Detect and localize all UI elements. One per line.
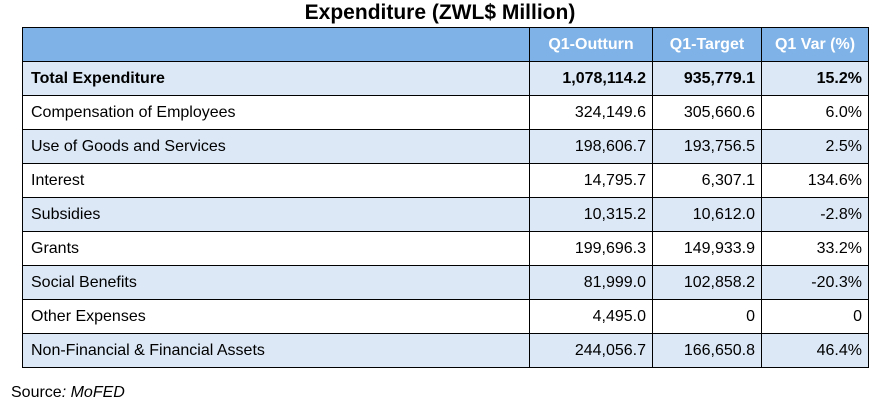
- row-var: 33.2%: [761, 231, 869, 266]
- table-row: Social Benefits 81,999.0 102,858.2 -20.3…: [22, 265, 869, 300]
- row-target: 149,933.9: [652, 231, 762, 266]
- row-label: Use of Goods and Services: [22, 129, 530, 164]
- row-outturn: 1,078,114.2: [529, 61, 653, 96]
- table-row: Interest 14,795.7 6,307.1 134.6%: [22, 163, 869, 198]
- header-q1-var: Q1 Var (%): [761, 27, 869, 62]
- row-label: Non-Financial & Financial Assets: [22, 333, 530, 368]
- row-var: 46.4%: [761, 333, 869, 368]
- row-label: Interest: [22, 163, 530, 198]
- row-var: 6.0%: [761, 95, 869, 130]
- row-var: 134.6%: [761, 163, 869, 198]
- row-label: Social Benefits: [22, 265, 530, 300]
- row-var: 0: [761, 299, 869, 334]
- row-target: 305,660.6: [652, 95, 762, 130]
- row-outturn: 14,795.7: [529, 163, 653, 198]
- table-row: Grants 199,696.3 149,933.9 33.2%: [22, 231, 869, 266]
- row-outturn: 198,606.7: [529, 129, 653, 164]
- header-label-col: [22, 27, 530, 62]
- row-target: 935,779.1: [652, 61, 762, 96]
- row-outturn: 4,495.0: [529, 299, 653, 334]
- table-row: Subsidies 10,315.2 10,612.0 -2.8%: [22, 197, 869, 232]
- source-separator: :: [61, 384, 71, 401]
- row-target: 6,307.1: [652, 163, 762, 198]
- table-row: Other Expenses 4,495.0 0 0: [22, 299, 869, 334]
- row-outturn: 10,315.2: [529, 197, 653, 232]
- row-var: 15.2%: [761, 61, 869, 96]
- source-prefix: Source: [11, 384, 62, 401]
- table-row: Compensation of Employees 324,149.6 305,…: [22, 95, 869, 130]
- source-name: MoFED: [70, 384, 125, 401]
- row-outturn: 244,056.7: [529, 333, 653, 368]
- row-outturn: 81,999.0: [529, 265, 653, 300]
- row-target: 166,650.8: [652, 333, 762, 368]
- row-outturn: 199,696.3: [529, 231, 653, 266]
- row-label: Subsidies: [22, 197, 530, 232]
- row-var: -2.8%: [761, 197, 869, 232]
- table-row-total-expenditure: Total Expenditure 1,078,114.2 935,779.1 …: [22, 61, 869, 96]
- header-q1-target: Q1-Target: [652, 27, 762, 62]
- row-var: -20.3%: [761, 265, 869, 300]
- source-note: Source: MoFED: [11, 383, 125, 403]
- row-target: 193,756.5: [652, 129, 762, 164]
- row-var: 2.5%: [761, 129, 869, 164]
- expenditure-table: Q1-Outturn Q1-Target Q1 Var (%) Total Ex…: [22, 27, 869, 368]
- row-outturn: 324,149.6: [529, 95, 653, 130]
- row-target: 0: [652, 299, 762, 334]
- row-label: Compensation of Employees: [22, 95, 530, 130]
- table-header-row: Q1-Outturn Q1-Target Q1 Var (%): [22, 27, 869, 62]
- header-q1-outturn: Q1-Outturn: [529, 27, 653, 62]
- row-target: 102,858.2: [652, 265, 762, 300]
- row-label: Total Expenditure: [22, 61, 530, 96]
- table-row: Use of Goods and Services 198,606.7 193,…: [22, 129, 869, 164]
- row-target: 10,612.0: [652, 197, 762, 232]
- row-label: Grants: [22, 231, 530, 266]
- table-row: Non-Financial & Financial Assets 244,056…: [22, 333, 869, 368]
- table-title: Expenditure (ZWL$ Million): [304, 1, 576, 24]
- row-label: Other Expenses: [22, 299, 530, 334]
